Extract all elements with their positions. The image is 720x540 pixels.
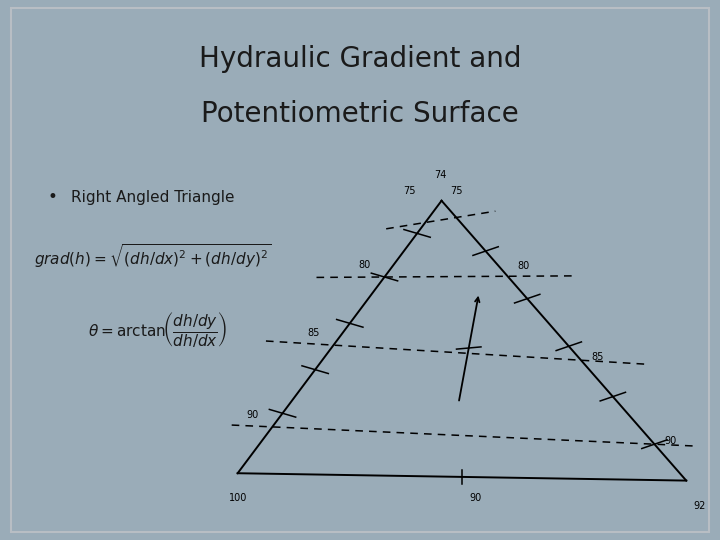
Text: 75: 75 [450,186,462,197]
Text: 90: 90 [246,409,258,420]
Text: 92: 92 [693,501,706,511]
Text: Hydraulic Gradient and: Hydraulic Gradient and [199,45,521,73]
Text: 80: 80 [359,260,371,269]
Text: 85: 85 [307,328,320,338]
Text: 100: 100 [228,494,247,503]
Text: 85: 85 [591,352,603,362]
Text: 75: 75 [403,186,415,197]
Text: 90: 90 [469,494,482,503]
Text: Potentiometric Surface: Potentiometric Surface [201,100,519,128]
Text: $\theta = \mathrm{arctan}\!\left(\dfrac{dh/dy}{dh/dx}\right)$: $\theta = \mathrm{arctan}\!\left(\dfrac{… [88,310,228,349]
Text: $grad(h) = \sqrt{(dh/dx)^2+(dh/dy)^2}$: $grad(h) = \sqrt{(dh/dx)^2+(dh/dy)^2}$ [34,242,271,270]
Text: 80: 80 [518,261,530,271]
Text: Right Angled Triangle: Right Angled Triangle [71,190,235,205]
Text: 90: 90 [665,436,677,446]
Text: 74: 74 [434,171,446,180]
Text: •: • [48,188,57,206]
